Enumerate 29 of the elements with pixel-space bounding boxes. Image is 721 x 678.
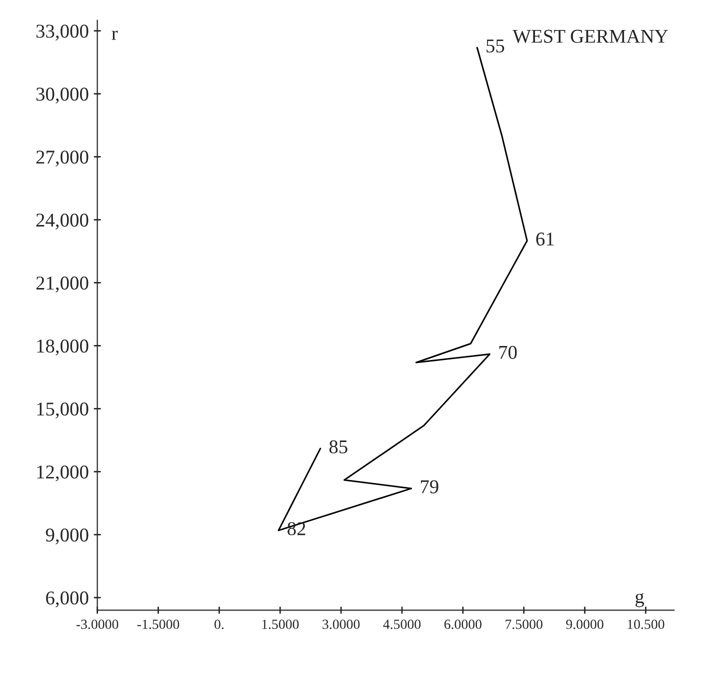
- y-tick-label: 24,000: [36, 214, 88, 230]
- y-tick-label: 15,000: [37, 402, 88, 418]
- x-tick-label: 3.0000: [322, 620, 360, 630]
- x-tick-label: 0.: [214, 620, 224, 630]
- annotation: 79: [420, 480, 438, 494]
- x-tick-label: 6.0000: [444, 620, 482, 630]
- y-tick-label: 9,000: [46, 528, 88, 544]
- y-tick-label: 33,000: [36, 24, 88, 41]
- y-tick-label: 18,000: [37, 340, 88, 356]
- y-axis-title: r: [112, 30, 118, 40]
- x-tick-label: 4.5000: [383, 620, 421, 630]
- annotation: 55: [486, 40, 504, 52]
- y-tick-label: 21,000: [36, 276, 88, 292]
- annotation: 85: [329, 440, 348, 454]
- y-tick-label: 6,000: [46, 591, 88, 608]
- x-tick-label: -1.5000: [137, 620, 180, 630]
- x-tick-label: 10.500: [628, 620, 664, 630]
- annotation: 61: [536, 232, 554, 246]
- y-tick-label: 27,000: [36, 150, 88, 167]
- annotation: 70: [499, 346, 517, 359]
- x-tick-label: 1.5000: [262, 620, 299, 630]
- x-tick-label: -3.0000: [76, 620, 118, 630]
- y-tick-label: 12,000: [37, 465, 88, 482]
- chart-title: WEST GERMANY: [512, 30, 668, 43]
- x-axis-title: g: [636, 593, 644, 608]
- y-tick-label: 30,000: [36, 88, 88, 104]
- x-tick-label: 9.0000: [566, 620, 604, 630]
- x-tick-label: 7.5000: [506, 620, 542, 630]
- annotation: 82: [288, 522, 306, 536]
